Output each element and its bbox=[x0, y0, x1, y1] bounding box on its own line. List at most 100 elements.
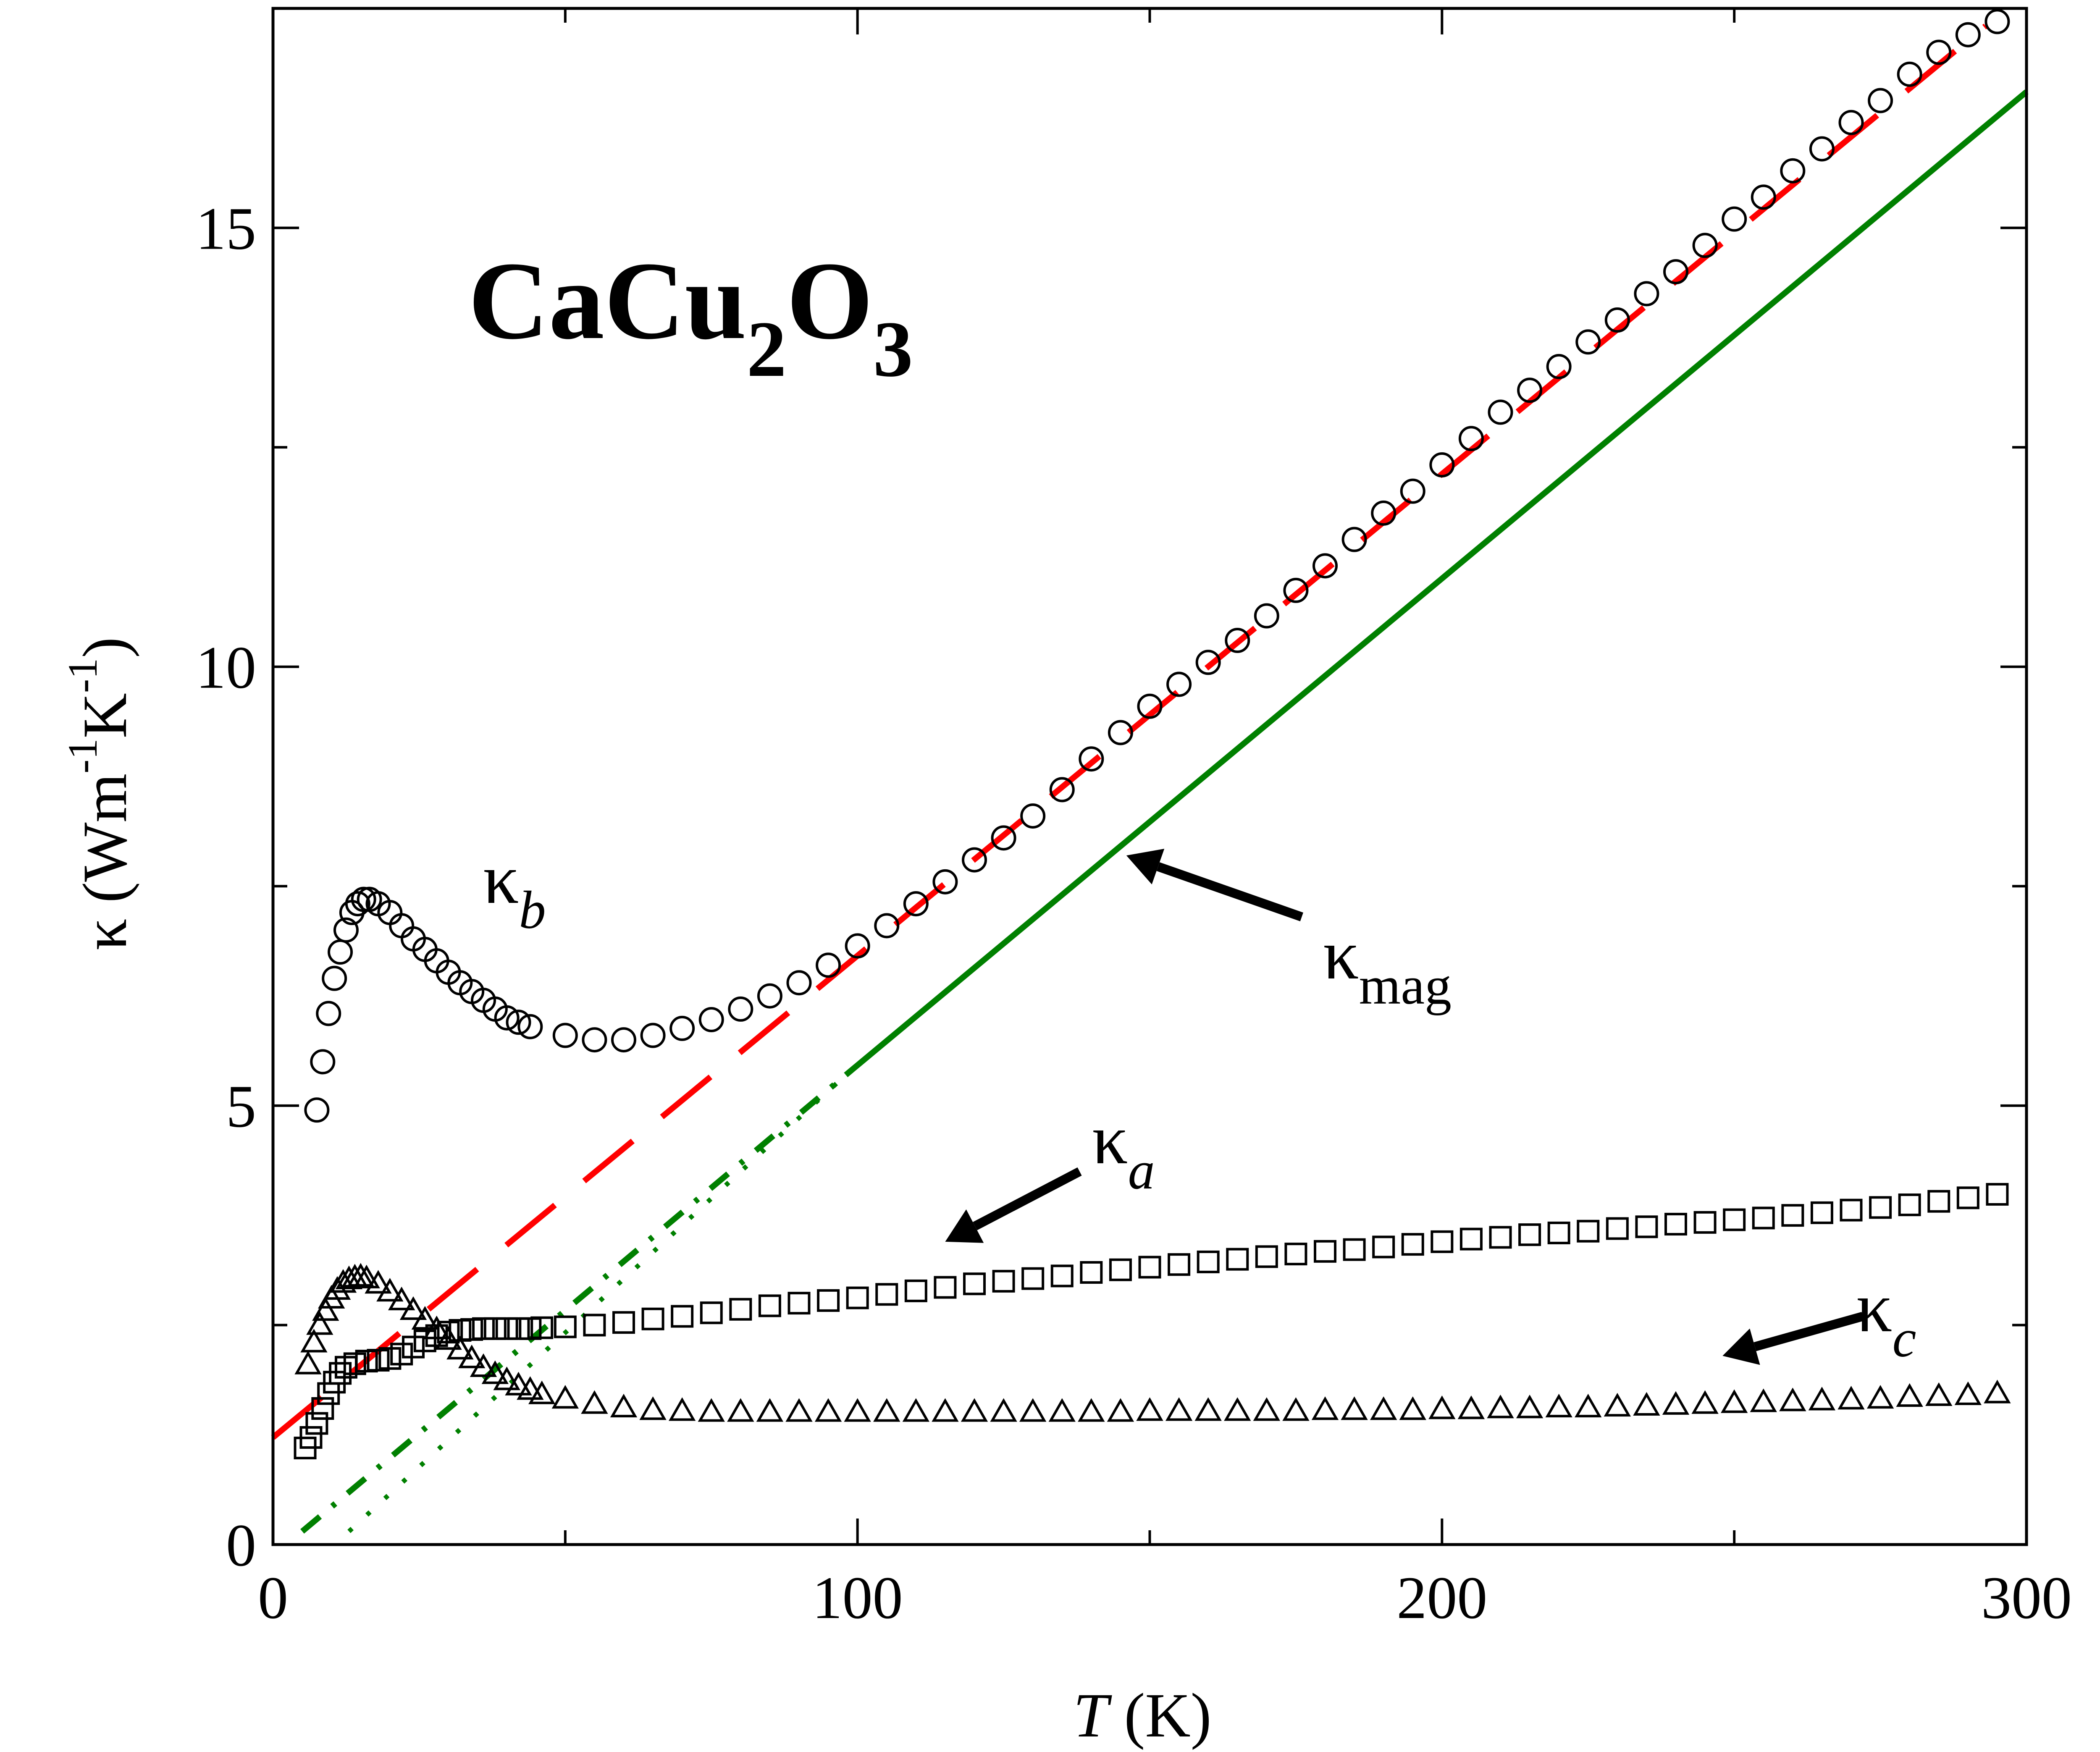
ka-point bbox=[992, 1269, 1015, 1293]
tick-labels: 0 100 200 300 0 5 10 15 bbox=[196, 196, 2072, 1631]
ka-arrow-head bbox=[945, 1209, 984, 1243]
kc-point bbox=[551, 1385, 579, 1409]
kb-point bbox=[304, 1097, 330, 1123]
kc-point bbox=[1165, 1397, 1193, 1421]
kb-point bbox=[1751, 184, 1776, 210]
kc-point bbox=[306, 1311, 333, 1335]
ka-point bbox=[1255, 1245, 1278, 1268]
kb-point bbox=[786, 970, 812, 996]
kc-point bbox=[1428, 1395, 1456, 1419]
kc-point bbox=[376, 1277, 404, 1302]
x-tick-label: 100 bbox=[812, 1565, 903, 1631]
ka-point bbox=[1606, 1217, 1629, 1240]
kc-point bbox=[844, 1398, 871, 1422]
ka-point bbox=[437, 1321, 460, 1344]
series-label-kc: κc bbox=[1856, 1268, 1916, 1368]
ka-point bbox=[460, 1318, 483, 1341]
kb-point bbox=[1195, 650, 1221, 675]
ka-point bbox=[1635, 1215, 1658, 1238]
ka-point bbox=[1956, 1186, 1979, 1209]
ka-point bbox=[1226, 1248, 1249, 1271]
kc-point bbox=[756, 1398, 784, 1422]
kc-point bbox=[1399, 1396, 1426, 1420]
ka-point bbox=[758, 1294, 781, 1317]
kc-point bbox=[1984, 1380, 2011, 1403]
kc-point bbox=[1545, 1393, 1572, 1418]
kc-point bbox=[1457, 1395, 1485, 1419]
kb-point bbox=[1897, 61, 1922, 87]
kb-point bbox=[669, 1015, 695, 1041]
ka-point bbox=[1021, 1267, 1045, 1290]
ka-point bbox=[305, 1412, 328, 1435]
data-markers bbox=[294, 9, 2011, 1460]
ka-point bbox=[1197, 1250, 1220, 1273]
kc-point bbox=[581, 1390, 608, 1414]
kb-point bbox=[874, 913, 900, 939]
ka-point bbox=[355, 1350, 378, 1373]
kc-point bbox=[1341, 1396, 1368, 1420]
kc-point bbox=[458, 1344, 486, 1369]
x-tick-label: 300 bbox=[1981, 1565, 2072, 1631]
ka-point bbox=[323, 1371, 346, 1394]
axis-ticks bbox=[272, 8, 2028, 1546]
ka-point bbox=[390, 1343, 413, 1366]
kb-point bbox=[698, 1007, 724, 1033]
plot-frame bbox=[271, 7, 2028, 1546]
kc-point bbox=[1253, 1397, 1281, 1421]
kc-point bbox=[347, 1263, 374, 1287]
y-tick-label: 0 bbox=[226, 1512, 256, 1579]
kc-point bbox=[411, 1306, 439, 1330]
ka-point bbox=[1401, 1233, 1424, 1256]
kb-point bbox=[351, 886, 376, 912]
kb-point bbox=[1926, 39, 1952, 65]
ka-point bbox=[1927, 1190, 1950, 1213]
kb-point bbox=[310, 1049, 336, 1075]
y-tick-label: 10 bbox=[196, 635, 256, 701]
kb-point bbox=[1868, 88, 1893, 113]
ka-point bbox=[1489, 1226, 1512, 1249]
kc-point bbox=[668, 1397, 696, 1421]
kb-point bbox=[903, 891, 929, 917]
ka-point bbox=[904, 1279, 927, 1302]
ka-point bbox=[472, 1317, 495, 1340]
kc-point bbox=[1604, 1393, 1631, 1417]
ka-point bbox=[1343, 1238, 1366, 1261]
kb-point bbox=[1663, 259, 1688, 285]
kc-point bbox=[470, 1353, 497, 1377]
kb-point bbox=[552, 1023, 578, 1048]
kb-point bbox=[640, 1023, 666, 1048]
ka-point bbox=[1168, 1253, 1191, 1276]
kb-point bbox=[611, 1027, 636, 1053]
kc-arrow-head bbox=[1722, 1328, 1760, 1365]
x-tick-label: 200 bbox=[1396, 1565, 1487, 1631]
kb-point bbox=[1604, 307, 1630, 333]
kc-point bbox=[353, 1264, 380, 1288]
kc-point bbox=[1282, 1397, 1310, 1421]
ka-point bbox=[1518, 1223, 1541, 1246]
kb-point bbox=[1166, 671, 1192, 697]
ka-point bbox=[1869, 1196, 1892, 1219]
kc-point bbox=[1838, 1386, 1865, 1410]
kc-point bbox=[698, 1398, 725, 1422]
kc-point bbox=[1633, 1392, 1660, 1416]
ka-point bbox=[311, 1397, 334, 1420]
kb-point bbox=[932, 869, 958, 894]
kb-point bbox=[1283, 577, 1309, 603]
ka-point bbox=[817, 1289, 840, 1312]
kc-point bbox=[1691, 1390, 1719, 1414]
ka-point bbox=[343, 1352, 366, 1375]
y-tick-label: 5 bbox=[226, 1073, 256, 1140]
kc-point bbox=[639, 1396, 667, 1420]
kb-point bbox=[1254, 603, 1279, 629]
kb-point bbox=[1079, 746, 1104, 772]
ka-point bbox=[1080, 1261, 1103, 1284]
ka-point bbox=[1547, 1221, 1570, 1244]
x-axis-title: T (K) bbox=[1073, 1681, 1211, 1750]
kc-point bbox=[365, 1270, 392, 1294]
kb-point bbox=[845, 933, 870, 959]
kc-point bbox=[312, 1297, 339, 1321]
kc-point bbox=[1224, 1397, 1251, 1421]
kb-point bbox=[1517, 378, 1543, 403]
kb-point bbox=[1634, 281, 1659, 307]
kb-point bbox=[1575, 329, 1601, 355]
